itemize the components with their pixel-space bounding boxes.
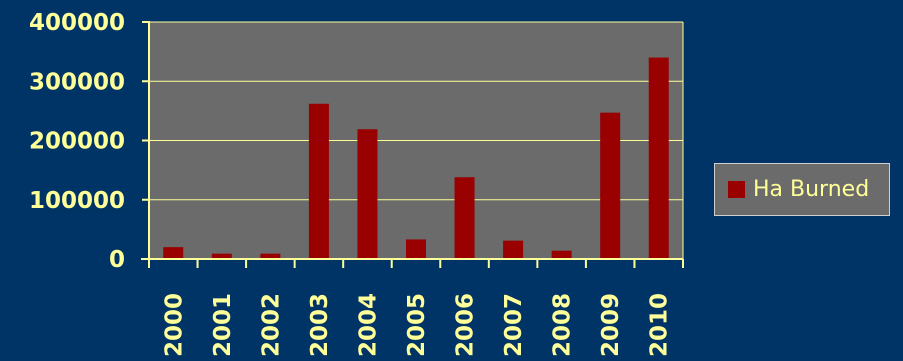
x-tick-label-2001: 2001 [210, 293, 236, 357]
legend-label-ha-burned: Ha Burned [753, 177, 870, 202]
x-tick-label-2003: 2003 [307, 293, 333, 357]
bar-2006 [454, 177, 475, 259]
legend-swatch [728, 181, 745, 198]
x-tick-label-2004: 2004 [355, 293, 381, 357]
x-tick-label-2010: 2010 [647, 293, 673, 357]
x-tick-label-2006: 2006 [453, 293, 479, 357]
bar-2008 [551, 250, 572, 259]
bar-2010 [648, 57, 669, 259]
y-tick-label-300000: 300000 [29, 69, 125, 95]
x-tick-labels: 2000 2001 2002 2003 2004 2005 2006 2007 2008 2009… [161, 293, 672, 357]
bar-2009 [600, 112, 621, 259]
bar-2007 [503, 240, 524, 259]
y-tick-label-0: 0 [109, 247, 125, 273]
y-tick-label-100000: 100000 [29, 188, 125, 214]
x-tick-label-2005: 2005 [404, 293, 430, 357]
bars [163, 57, 669, 259]
bar-2000 [163, 247, 184, 259]
x-tick-label-2000: 2000 [161, 293, 187, 357]
bar-2004 [357, 129, 378, 259]
x-tick-label-2007: 2007 [501, 293, 527, 357]
legend: Ha Burned [714, 163, 890, 216]
y-tick-label-400000: 400000 [29, 10, 125, 36]
bar-2005 [406, 239, 426, 259]
x-tick-label-2002: 2002 [258, 293, 284, 357]
y-tick-label-200000: 200000 [29, 129, 125, 155]
axes [141, 21, 684, 268]
y-tick-labels: 0 100000 200000 300000 400000 [29, 10, 125, 273]
x-tick-label-2009: 2009 [598, 293, 624, 357]
x-tick-label-2008: 2008 [550, 293, 576, 357]
bar-2002 [260, 253, 281, 259]
bar-2001 [211, 253, 232, 259]
gridlines [149, 21, 684, 259]
bar-2003 [308, 103, 329, 259]
